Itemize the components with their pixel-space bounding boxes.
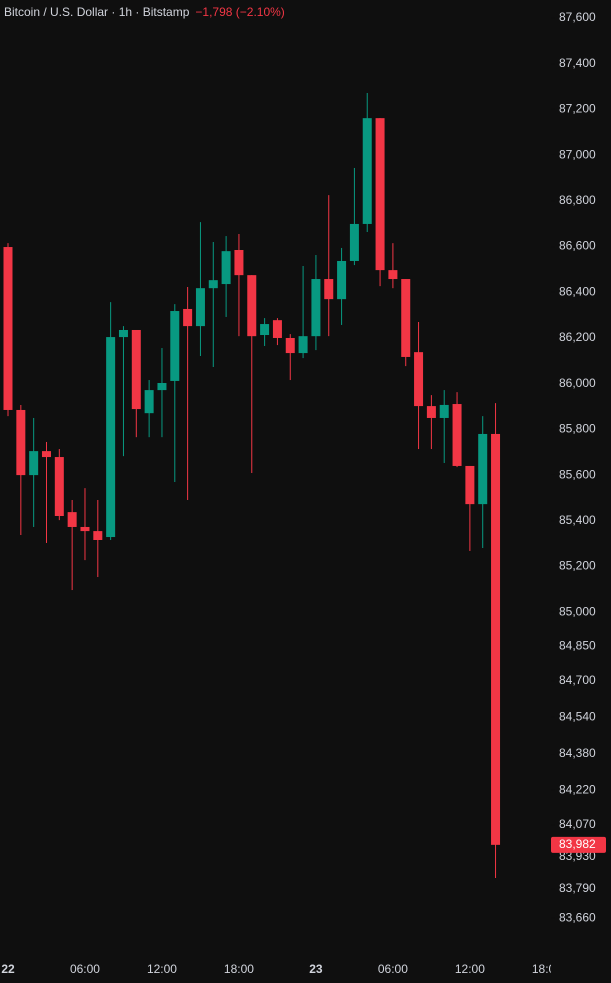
candle-body [54, 457, 64, 517]
candle-body [131, 329, 141, 410]
y-tick-label: 87,200 [559, 102, 596, 116]
candle-body [414, 352, 424, 407]
candle-body [272, 320, 282, 338]
candle-body [29, 451, 39, 476]
y-tick-label: 84,070 [559, 817, 596, 831]
candle-body [401, 279, 411, 357]
candle-body [157, 383, 167, 391]
y-tick-label: 85,200 [559, 559, 596, 573]
y-tick-label: 86,400 [559, 284, 596, 298]
candle-body [170, 311, 180, 381]
x-tick-label: 12:00 [455, 962, 485, 976]
price-axis [551, 0, 611, 983]
candle-body [41, 451, 51, 458]
candle-body [337, 260, 347, 300]
candle-body [426, 406, 436, 418]
x-tick-label: 18:00 [224, 962, 254, 976]
candle-body [247, 275, 257, 337]
y-tick-label: 87,600 [559, 10, 596, 24]
y-tick-label: 84,220 [559, 783, 596, 797]
candle-body [285, 337, 295, 354]
candle-body [260, 324, 270, 336]
candle-body [3, 247, 13, 410]
candle-body [465, 465, 475, 505]
candle-body [195, 288, 205, 327]
y-tick-label: 85,400 [559, 513, 596, 527]
candle-body [183, 308, 193, 327]
candle-body [388, 270, 398, 280]
candle-body [349, 223, 359, 261]
candle-body [234, 250, 244, 276]
y-tick-label: 86,600 [559, 239, 596, 253]
candle-body [491, 433, 501, 845]
y-tick-label: 84,540 [559, 710, 596, 724]
candle-body [93, 531, 103, 541]
y-tick-label: 83,790 [559, 881, 596, 895]
candle-body [67, 512, 77, 527]
x-axis-edge [551, 958, 611, 983]
x-tick-label: 22 [1, 962, 15, 976]
candle-body [298, 336, 308, 354]
candle-body [362, 118, 372, 224]
y-tick-label: 83,660 [559, 911, 596, 925]
chart-title: Bitcoin / U.S. Dollar · 1h · Bitstamp [4, 5, 190, 19]
x-tick-label: 06:00 [70, 962, 100, 976]
candle-body [106, 337, 116, 538]
y-tick-label: 84,850 [559, 639, 596, 653]
y-tick-label: 85,800 [559, 422, 596, 436]
x-tick-label: 23 [309, 962, 323, 976]
y-tick-label: 84,380 [559, 746, 596, 760]
last-price-label: 83,982 [559, 837, 596, 851]
y-tick-label: 87,000 [559, 147, 596, 161]
y-tick-label: 84,700 [559, 673, 596, 687]
candle-body [118, 329, 128, 338]
change: −1,798 (−2.10%) [195, 5, 284, 19]
candle-body [221, 251, 231, 285]
y-tick-label: 86,800 [559, 193, 596, 207]
x-tick-label: 06:00 [378, 962, 408, 976]
candle-body [324, 279, 334, 300]
plot [3, 93, 501, 878]
axis: 87,600 87,400 87,200 87,000 86,800 86,600 86,4… [551, 10, 606, 925]
x-tick-label: 12:00 [147, 962, 177, 976]
y-tick-label: 87,400 [559, 56, 596, 70]
y-tick-label: 86,200 [559, 330, 596, 344]
y-tick-label: 86,000 [559, 376, 596, 390]
y-tick-label: 85,000 [559, 604, 596, 618]
candle-body [144, 390, 154, 414]
candle-body [478, 433, 488, 505]
y-tick-label: 85,600 [559, 467, 596, 481]
candle-body [375, 118, 385, 271]
candle-body [439, 404, 449, 418]
candle-body [452, 404, 462, 466]
last-price-badge [551, 836, 606, 853]
candle-body [80, 526, 90, 532]
candle-body [208, 280, 218, 289]
candle-body [311, 279, 321, 337]
candle-body [16, 409, 26, 476]
header: Bitcoin / U.S. Dollar · 1h · Bitstamp −1,… [4, 5, 285, 19]
